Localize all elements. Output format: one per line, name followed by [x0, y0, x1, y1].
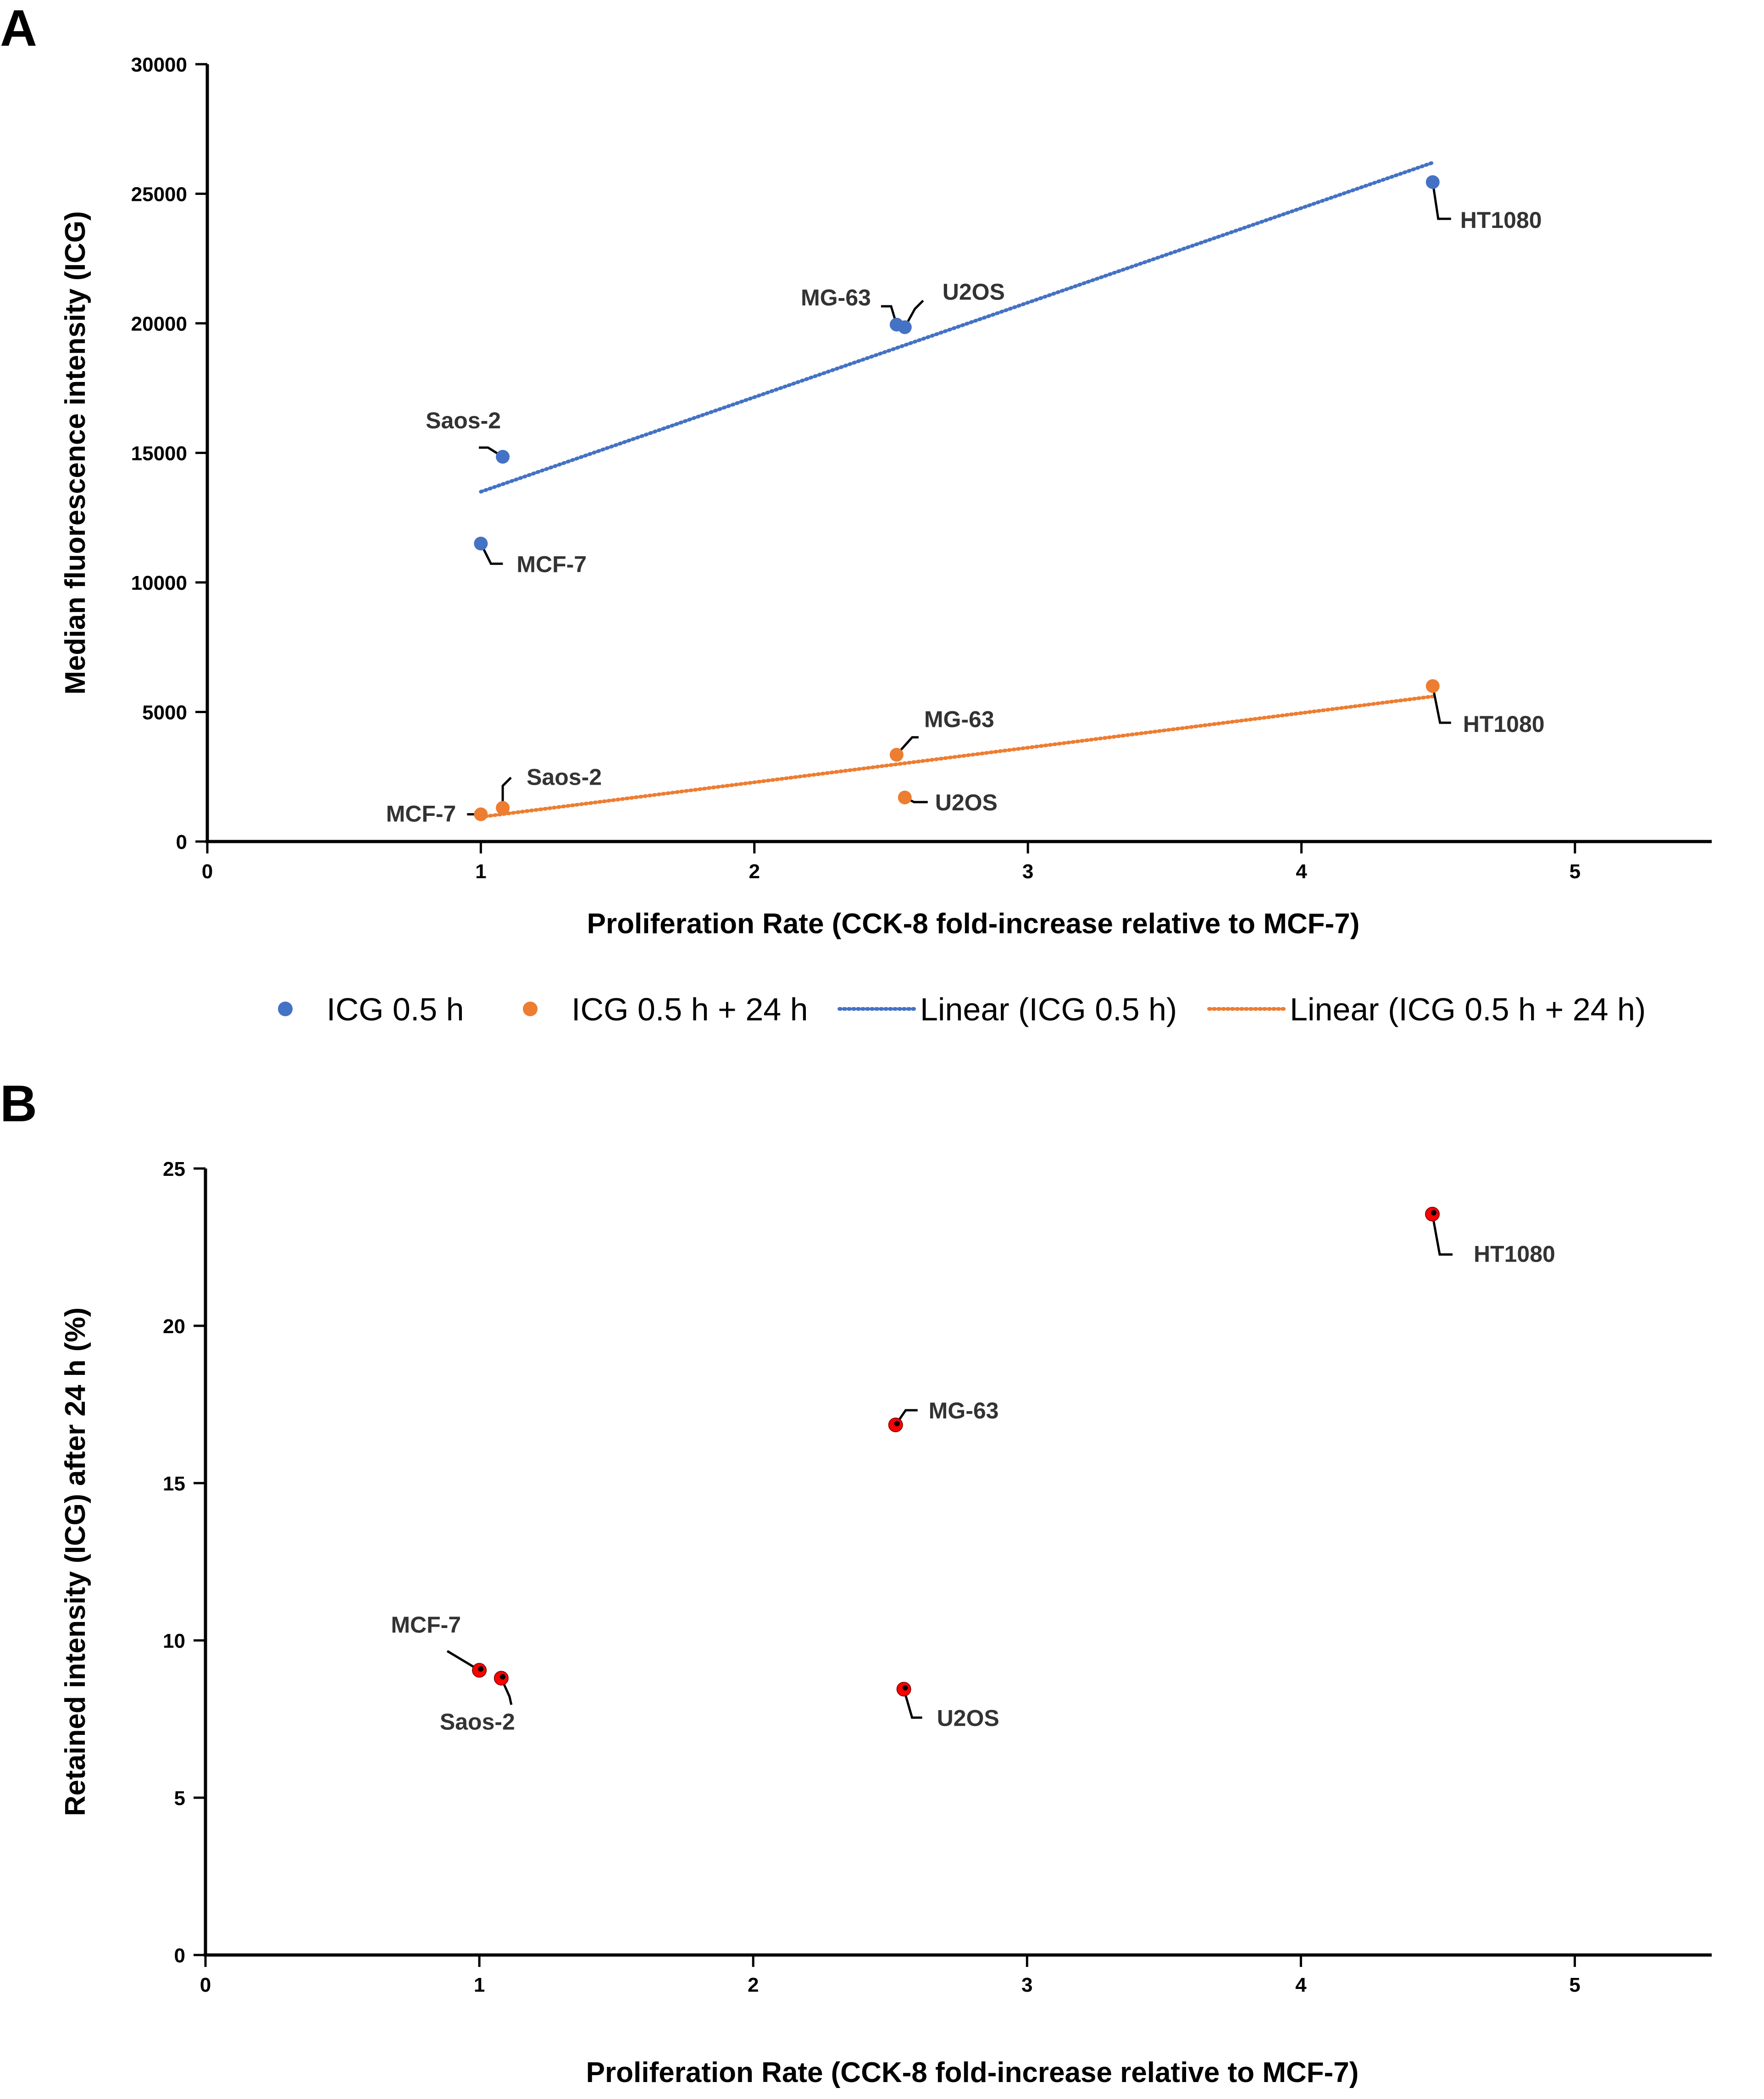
point-label: MCF-7 — [516, 551, 587, 577]
data-point-ht1080 — [1426, 175, 1440, 189]
data-point-u2os — [898, 320, 912, 334]
panel-letter: B — [0, 1075, 37, 1132]
data-point-mg-63 — [889, 748, 904, 762]
x-tick-label: 1 — [474, 1974, 485, 1996]
panel-b: B 0 5 10 15 20 25 0 1 2 3 4 5 Retained intensity (ICG… — [0, 1075, 1712, 2088]
leader-line — [1431, 686, 1451, 724]
panel-letter: A — [0, 0, 37, 57]
data-point-center — [894, 1421, 900, 1427]
data-point-center — [902, 1685, 908, 1691]
x-tick-label: 0 — [202, 860, 213, 883]
data-point-mcf-7 — [474, 537, 488, 551]
x-tick-label: 4 — [1296, 860, 1307, 883]
point-label: HT1080 — [1460, 207, 1542, 233]
x-tick-label: 2 — [749, 860, 760, 883]
point-label: MG-63 — [924, 707, 994, 732]
point-label: HT1080 — [1474, 1241, 1555, 1267]
y-axis-title: Median fluorescence intensity (ICG) — [60, 211, 91, 694]
point-label: MG-63 — [801, 285, 871, 310]
trendline-icg-0-5h — [479, 161, 1435, 494]
y-tick-label: 25 — [163, 1158, 185, 1180]
point-label: Saos-2 — [426, 408, 501, 433]
point-label: MG-63 — [929, 1398, 999, 1423]
legend-label: Linear (ICG 0.5 h + 24 h) — [1290, 991, 1646, 1027]
x-tick-label: 5 — [1570, 860, 1581, 883]
y-tick-label: 15 — [163, 1473, 185, 1495]
point-label: U2OS — [935, 790, 998, 815]
point-label: U2OS — [937, 1705, 999, 1731]
leader-line — [501, 776, 512, 808]
point-label: MCF-7 — [386, 801, 456, 827]
legend-label: ICG 0.5 h + 24 h — [571, 991, 808, 1027]
panel-a: A 0 5000 10000 15000 20000 25000 30000 0 1 2 3 4 5 Med… — [0, 0, 1712, 940]
legend-label: Linear (ICG 0.5 h) — [920, 991, 1177, 1027]
point-label: HT1080 — [1463, 711, 1545, 737]
y-tick-label: 0 — [176, 831, 187, 853]
y-tick-label: 15000 — [131, 443, 187, 465]
y-axis-title: Retained intensity (ICG) after 24 h (%) — [60, 1307, 91, 1816]
trendline-icg-0-5h-24h — [479, 694, 1435, 819]
leader-line — [1431, 182, 1451, 220]
legend-label: ICG 0.5 h — [327, 991, 464, 1027]
data-point-mcf-7 — [474, 807, 488, 821]
x-tick-label: 3 — [1022, 860, 1033, 883]
y-tick-label: 20000 — [131, 313, 187, 335]
x-tick-label: 1 — [475, 860, 486, 883]
x-tick-label: 2 — [748, 1974, 759, 1996]
leader-line — [903, 1689, 922, 1719]
y-tick-label: 0 — [174, 1944, 185, 1967]
point-label: Saos-2 — [527, 764, 602, 790]
data-point-center — [478, 1666, 484, 1672]
data-point-u2os — [898, 790, 912, 804]
x-tick-label: 5 — [1569, 1974, 1580, 1996]
x-tick-label: 0 — [200, 1974, 211, 1996]
legend-marker-0 — [278, 1002, 293, 1016]
x-tick-label: 4 — [1295, 1974, 1307, 1996]
data-point-saos-2 — [496, 449, 510, 464]
point-label: MCF-7 — [391, 1612, 461, 1638]
data-point-ht1080 — [1426, 679, 1440, 693]
point-label: U2OS — [943, 279, 1005, 305]
leader-line — [1431, 1214, 1453, 1256]
x-tick-label: 3 — [1021, 1974, 1032, 1996]
y-tick-label: 30000 — [131, 54, 187, 76]
y-tick-label: 5 — [174, 1787, 185, 1810]
leader-line — [895, 736, 919, 756]
y-tick-label: 25000 — [131, 183, 187, 206]
x-axis-title: Proliferation Rate (CCK-8 fold-increase … — [587, 908, 1360, 940]
y-tick-label: 5000 — [142, 702, 187, 724]
y-tick-label: 10000 — [131, 572, 187, 594]
legend: ICG 0.5 h ICG 0.5 h + 24 h Linear (ICG 0.5… — [278, 991, 1646, 1027]
y-tick-label: 10 — [163, 1630, 185, 1652]
leader-line — [904, 299, 924, 328]
point-label: Saos-2 — [440, 1709, 515, 1734]
data-point-saos-2 — [496, 801, 510, 815]
data-point-center — [499, 1674, 505, 1680]
leader-line — [480, 543, 503, 565]
y-tick-label: 20 — [163, 1315, 185, 1338]
x-axis-title: Proliferation Rate (CCK-8 fold-increase … — [586, 2057, 1359, 2088]
legend-marker-1 — [523, 1002, 538, 1016]
data-point-center — [1431, 1210, 1437, 1216]
